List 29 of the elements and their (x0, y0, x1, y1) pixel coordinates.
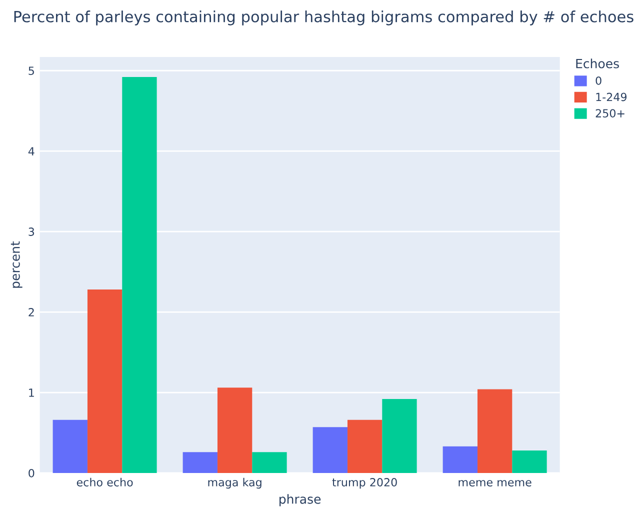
y-tick-label: 4 (28, 147, 34, 156)
bar (477, 389, 512, 473)
x-axis-title: phrase (280, 494, 321, 506)
legend-label: 250+ (596, 109, 624, 118)
x-tick-label: echo echo (76, 478, 133, 486)
bar (252, 452, 287, 473)
bar (217, 388, 252, 473)
bar (182, 452, 218, 473)
y-axis-title: percent (10, 241, 22, 288)
bar (347, 420, 382, 473)
y-tick-label: 5 (28, 66, 34, 76)
bar (52, 420, 88, 473)
bar (312, 427, 348, 473)
y-tick-label: 0 (28, 468, 34, 478)
legend-label: 1-249 (596, 92, 627, 102)
y-tick-label: 1 (29, 388, 34, 397)
x-tick-label: meme meme (458, 480, 532, 486)
bar (442, 446, 478, 473)
chart-title: Percent of parleys containing popular hashtag bigrams compared by # of echoes (14, 10, 634, 26)
x-tick-label: trump 2020 (332, 478, 397, 489)
y-tick-label: 2 (28, 308, 34, 316)
x-tick-label: maga kag (208, 478, 262, 489)
bar (382, 398, 417, 473)
bar (122, 77, 157, 473)
legend-label: 0 (596, 76, 602, 85)
legend-title: Echoes (576, 58, 619, 68)
bar (87, 290, 122, 473)
y-tick-label: 3 (28, 228, 34, 236)
bar (512, 450, 547, 473)
